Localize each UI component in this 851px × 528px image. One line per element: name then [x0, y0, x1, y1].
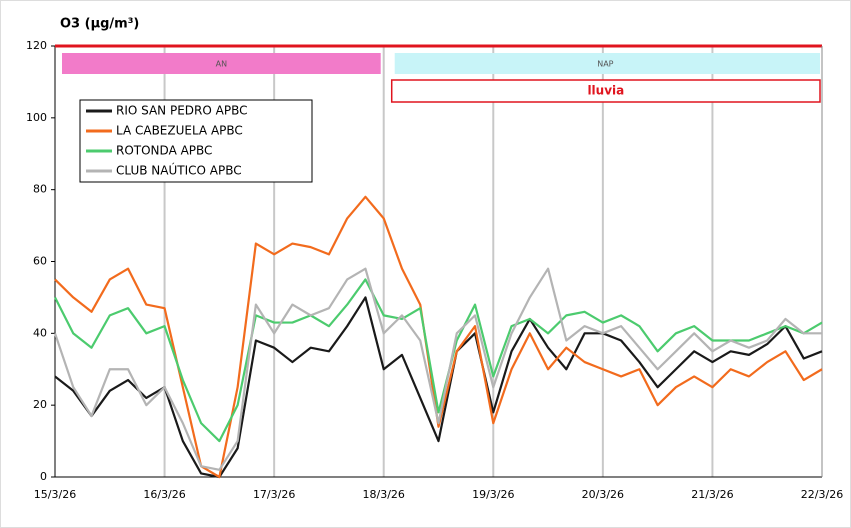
- band: [394, 53, 820, 74]
- y-tick-label: 40: [33, 326, 47, 339]
- y-tick-label: 100: [26, 111, 47, 124]
- series-line: [54, 278, 823, 443]
- legend-text: LA CABEZUELA APBC: [116, 124, 243, 138]
- y-tick-label: 80: [33, 183, 47, 196]
- series-line: [54, 296, 823, 479]
- x-tick-label: 21/3/26: [691, 488, 733, 501]
- x-tick-label: 15/3/26: [34, 488, 76, 501]
- legend-text: CLUB NAÚTICO APBC: [116, 163, 242, 178]
- x-tick-label: 18/3/26: [363, 488, 405, 501]
- x-tick-label: 17/3/26: [253, 488, 295, 501]
- legend-text: ROTONDA APBC: [116, 144, 212, 158]
- chart-title: O3 (µg/m³): [60, 17, 139, 32]
- annotation-label: lluvia: [587, 84, 624, 98]
- band: [62, 53, 381, 74]
- band-label: AN: [216, 60, 227, 69]
- legend-text: RIO SAN PEDRO APBC: [116, 104, 247, 118]
- y-tick-label: 0: [40, 470, 47, 483]
- x-tick-label: 16/3/26: [143, 488, 185, 501]
- x-tick-label: 22/3/26: [801, 488, 843, 501]
- series-line: [54, 195, 823, 479]
- band-label: NAP: [597, 60, 613, 69]
- legend-box: [79, 99, 313, 183]
- y-tick-label: 20: [33, 398, 47, 411]
- y-tick-label: 120: [26, 39, 47, 52]
- series-line: [53, 267, 822, 471]
- x-tick-label: 20/3/26: [582, 488, 624, 501]
- y-tick-label: 60: [33, 255, 47, 268]
- x-tick-label: 19/3/26: [472, 488, 514, 501]
- annotation-box: [390, 79, 821, 103]
